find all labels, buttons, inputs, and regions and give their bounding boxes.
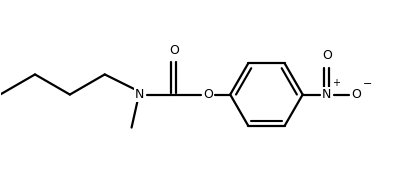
Text: −: − [362,79,372,89]
Text: +: + [332,78,340,88]
Text: O: O [322,49,332,62]
Text: N: N [322,88,331,101]
Text: O: O [169,44,179,57]
Text: O: O [203,88,213,101]
Text: N: N [135,88,144,101]
Text: O: O [351,88,361,101]
